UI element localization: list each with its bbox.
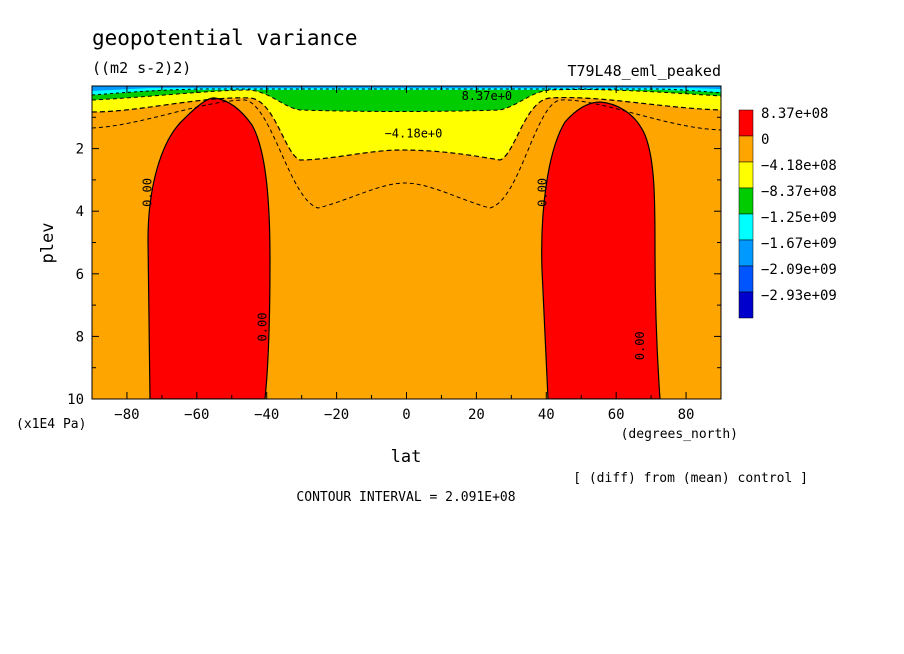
x-tick-label: −20 — [324, 407, 349, 423]
plot-fill — [92, 86, 721, 399]
x-tick-label: −80 — [114, 407, 139, 423]
green-band — [92, 86, 721, 112]
legend-swatch — [738, 109, 754, 137]
legend-swatch — [738, 213, 754, 241]
contour-neg-3 — [92, 88, 721, 112]
contour-label: 0.00 — [535, 178, 549, 207]
contour-neg-2 — [92, 96, 721, 161]
red-cell-north — [541, 101, 661, 399]
contour-label: 0.00 — [633, 331, 647, 360]
legend-swatch — [738, 187, 754, 215]
experiment-label: T79L48_eml_peaked — [567, 62, 721, 80]
x-tick-label: 20 — [468, 407, 485, 423]
legend-label: −1.67e+09 — [761, 236, 837, 252]
legend-label: 0 — [761, 132, 769, 148]
blue-band — [92, 86, 721, 91]
x-axis-ticks: −80 −60 −40 −20 0 20 40 60 80 — [91, 86, 722, 423]
legend-label: −2.09e+09 — [761, 262, 837, 278]
legend-swatch — [738, 265, 754, 293]
x-tick-label: 60 — [608, 407, 625, 423]
legend-swatch — [738, 291, 754, 319]
difference-note: [ (diff) from (mean) control ] — [573, 471, 808, 486]
chart-title: geopotential variance — [92, 26, 358, 50]
y-tick-label: 4 — [76, 204, 84, 220]
contour-label: 0.00 — [140, 178, 154, 207]
legend-label: −1.25e+09 — [761, 210, 837, 226]
legend-label: 8.37e+08 — [761, 106, 828, 122]
cyan-band — [92, 86, 721, 95]
legend-label: −8.37e+08 — [761, 184, 837, 200]
contour-interval: CONTOUR INTERVAL = 2.091E+08 — [296, 490, 515, 505]
x-tick-label: 80 — [678, 407, 695, 423]
contour-neg-1 — [92, 99, 721, 209]
y-axis-units: (x1E4 Pa) — [16, 417, 86, 432]
x-tick-label: 0 — [402, 407, 410, 423]
contour-label: −4.18e+0 — [385, 127, 443, 141]
y-tick-label: 2 — [76, 142, 84, 158]
color-legend: 8.37e+08 0 −4.18e+08 −8.37e+08 −1.25e+09 −1.6… — [738, 106, 837, 319]
x-tick-label: 40 — [538, 407, 555, 423]
legend-swatch — [738, 161, 754, 189]
contour-neg-4 — [92, 88, 721, 96]
y-tick-label: 8 — [76, 329, 84, 345]
y-tick-label: 6 — [76, 267, 84, 283]
legend-swatch — [738, 135, 754, 163]
contour-label: 0.00 — [256, 313, 270, 342]
x-axis-title: lat — [391, 447, 422, 467]
contour-labels: 8.37e+0 −4.18e+0 0.00 0.00 0.00 0.00 — [140, 89, 647, 360]
contour-label: 8.37e+0 — [462, 89, 513, 103]
y-axis-title: plev — [38, 223, 58, 264]
legend-swatch — [738, 239, 754, 267]
legend-label: −4.18e+08 — [761, 158, 837, 174]
x-tick-label: −60 — [184, 407, 209, 423]
y-axis-ticks: 2 4 6 8 10 — [67, 116, 721, 408]
chart-units: ((m2 s-2)2) — [92, 59, 191, 77]
x-tick-label: −40 — [254, 407, 279, 423]
y-tick-label: 10 — [67, 392, 84, 408]
legend-label: −2.93e+09 — [761, 288, 837, 304]
x-axis-units: (degrees_north) — [621, 427, 738, 442]
red-cell-south — [147, 97, 271, 399]
yellow-band — [92, 86, 721, 160]
